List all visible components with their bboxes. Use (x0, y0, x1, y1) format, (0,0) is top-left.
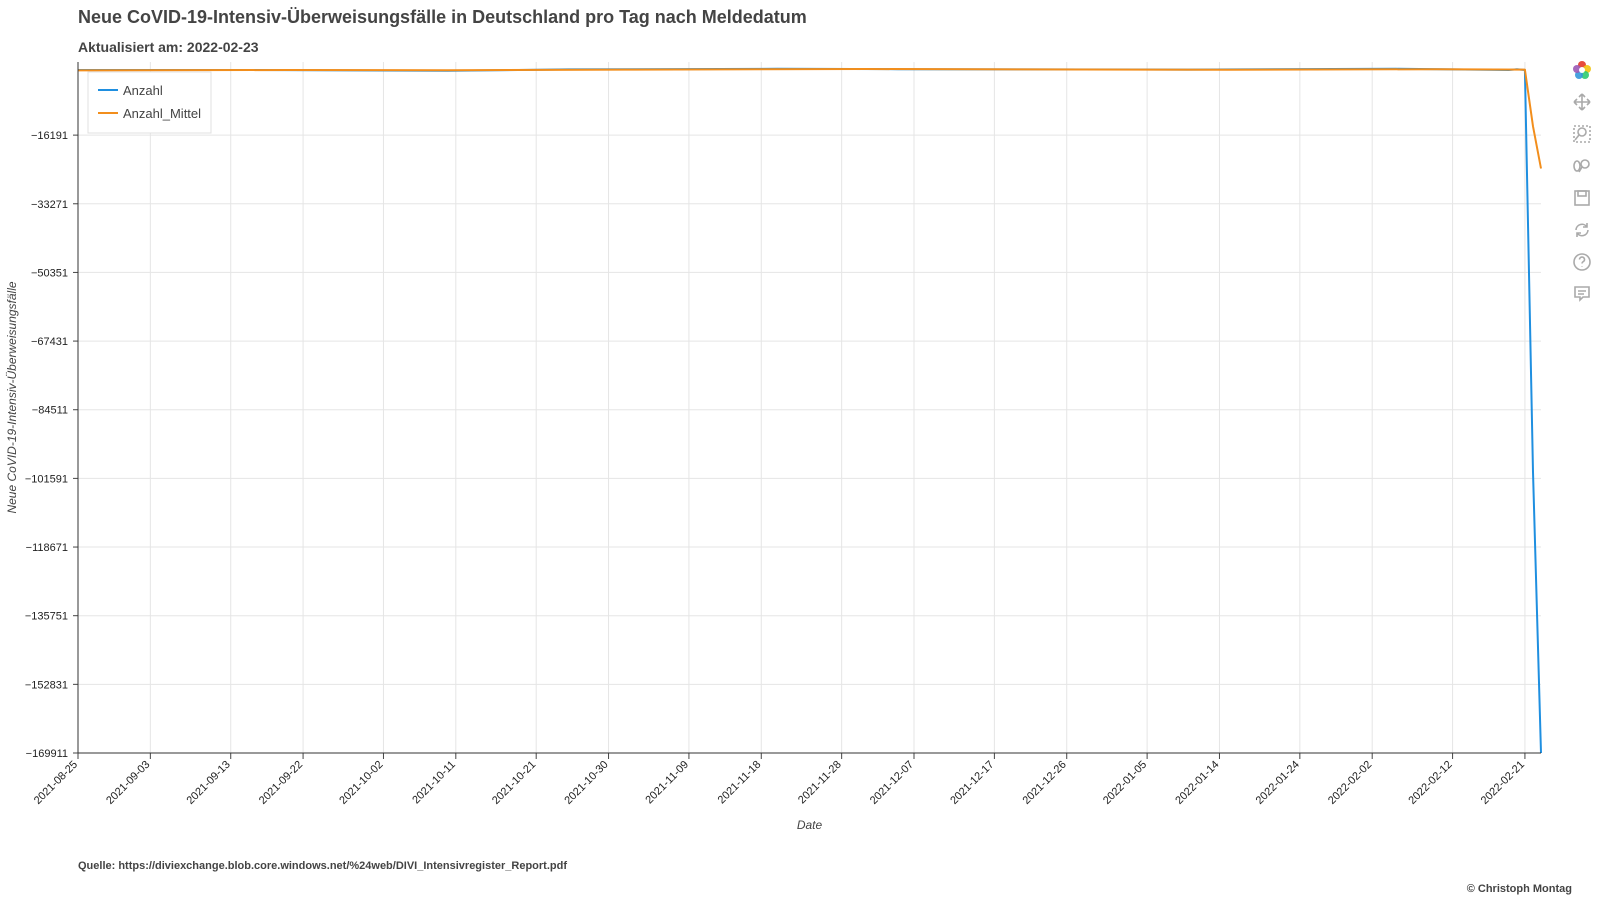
series-line-anzahl-mittel (77, 68, 1542, 169)
y-tick-label: −152831 (25, 679, 68, 691)
chart-title: Neue CoVID-19-Intensiv-Überweisungsfälle… (78, 7, 807, 27)
series-line-anzahl (78, 67, 1542, 754)
hover-icon[interactable] (1570, 282, 1594, 306)
y-tick-label: −16191 (31, 130, 68, 142)
y-tick-label: −84511 (32, 405, 68, 417)
legend-box (87, 71, 212, 134)
reset-icon[interactable] (1570, 218, 1594, 242)
x-tick-label: 2022-02-21 (1479, 759, 1527, 807)
x-axis-title: Date (797, 818, 823, 832)
x-tick-label: 2021-08-25 (32, 759, 80, 807)
source-note: Quelle: https://diviexchange.blob.core.w… (78, 860, 567, 872)
plot-toolbar (1570, 58, 1596, 314)
x-tick-label: 2022-01-05 (1101, 759, 1149, 807)
x-tick-label: 2022-02-02 (1326, 759, 1374, 807)
box-zoom-icon[interactable] (1570, 122, 1594, 146)
y-tick-label: −33271 (31, 199, 68, 211)
chart-subtitle: Aktualisiert am: 2022-02-23 (78, 39, 259, 55)
x-tick-label: 2021-10-21 (490, 759, 538, 807)
legend-label: Anzahl (123, 83, 163, 98)
y-tick-label: −169911 (26, 748, 68, 760)
pan-icon[interactable] (1570, 90, 1594, 114)
legend-label: Anzahl_Mittel (123, 106, 201, 121)
help-icon[interactable] (1570, 250, 1594, 274)
credit-note: © Christoph Montag (1466, 883, 1572, 895)
x-tick-label: 2022-02-12 (1406, 759, 1454, 807)
bokeh-logo-icon[interactable] (1570, 58, 1594, 82)
axes: −16191 −33271 −50351 −67431 −84511 −101591 −11… (5, 62, 1541, 832)
x-tick-label: 2021-09-03 (104, 759, 152, 807)
x-tick-label: 2021-12-17 (948, 759, 996, 807)
y-tick-label: −101591 (25, 473, 68, 485)
x-tick-label: 2021-09-13 (185, 759, 233, 807)
x-tick-label: 2021-10-30 (562, 759, 610, 807)
x-tick-label: 2021-11-09 (643, 759, 691, 807)
legend: Anzahl Anzahl_Mittel (87, 71, 212, 134)
y-tick-label: −118671 (26, 542, 68, 554)
x-tick-label: 2021-12-26 (1021, 759, 1069, 807)
x-tick-label: 2021-10-11 (410, 759, 458, 807)
y-tick-label: −67431 (31, 336, 68, 348)
grid (77, 62, 1541, 754)
x-tick-label: 2021-09-22 (257, 759, 305, 807)
y-tick-label: −135751 (25, 611, 68, 623)
x-tick-label: 2022-01-24 (1254, 759, 1302, 807)
y-tick-label: −50351 (31, 267, 68, 279)
save-icon[interactable] (1570, 186, 1594, 210)
x-tick-label: 2021-12-07 (868, 759, 916, 807)
x-tick-label: 2021-11-28 (796, 759, 844, 807)
x-tick-label: 2022-01-14 (1173, 759, 1221, 807)
series-layer (77, 67, 1542, 754)
y-axis-title: Neue CoVID-19-Intensiv-Überweisungsfälle (5, 281, 19, 513)
wheel-zoom-icon[interactable] (1570, 154, 1594, 178)
x-tick-label: 2021-10-02 (337, 759, 385, 807)
x-tick-label: 2021-11-18 (716, 759, 764, 807)
